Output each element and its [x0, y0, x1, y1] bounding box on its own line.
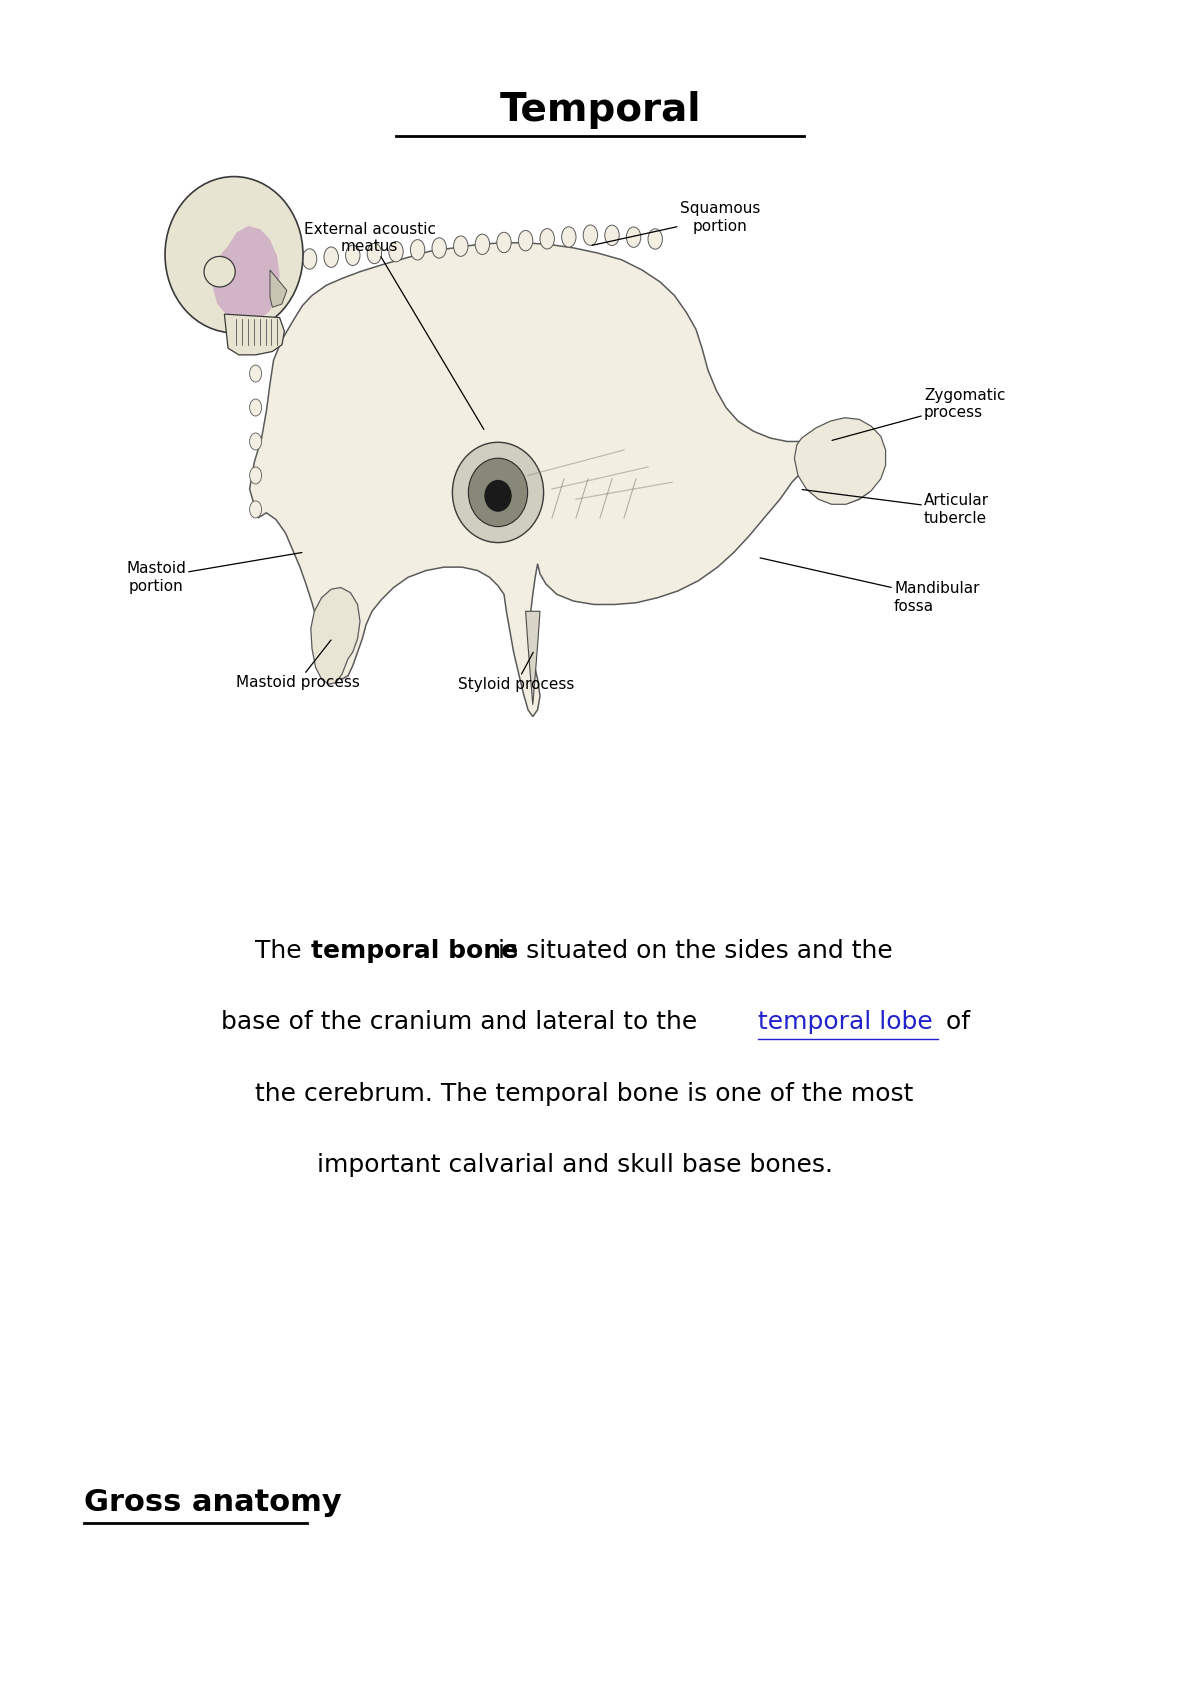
Text: is situated on the sides and the: is situated on the sides and the [490, 939, 893, 963]
Text: Squamous
portion: Squamous portion [592, 200, 760, 245]
Ellipse shape [166, 177, 302, 333]
Circle shape [250, 467, 262, 484]
Circle shape [626, 228, 641, 248]
Ellipse shape [485, 481, 511, 511]
Circle shape [250, 433, 262, 450]
Circle shape [324, 246, 338, 267]
Text: Mandibular
fossa: Mandibular fossa [760, 559, 979, 615]
Circle shape [518, 231, 533, 251]
Circle shape [302, 250, 317, 270]
Ellipse shape [468, 458, 528, 526]
Circle shape [454, 236, 468, 256]
Circle shape [281, 251, 295, 272]
Circle shape [250, 365, 262, 382]
Circle shape [583, 224, 598, 245]
Text: temporal bone: temporal bone [311, 939, 517, 963]
Text: Temporal: Temporal [499, 92, 701, 129]
Text: temporal lobe: temporal lobe [758, 1010, 934, 1034]
Circle shape [389, 241, 403, 261]
Circle shape [250, 399, 262, 416]
Circle shape [250, 501, 262, 518]
Text: Gross anatomy: Gross anatomy [84, 1487, 342, 1518]
Circle shape [475, 234, 490, 255]
Ellipse shape [452, 441, 544, 543]
Ellipse shape [204, 256, 235, 287]
Text: Zygomatic
process: Zygomatic process [832, 387, 1006, 440]
Circle shape [562, 228, 576, 248]
Text: the cerebrum. The temporal bone is one of the most: the cerebrum. The temporal bone is one o… [256, 1082, 914, 1105]
Text: Mastoid
portion: Mastoid portion [126, 552, 302, 594]
Circle shape [605, 226, 619, 246]
Polygon shape [526, 611, 540, 705]
Polygon shape [250, 243, 881, 717]
Polygon shape [224, 314, 284, 355]
Circle shape [346, 245, 360, 265]
Text: Mastoid process: Mastoid process [235, 640, 360, 689]
Polygon shape [794, 418, 886, 504]
Circle shape [497, 233, 511, 253]
Circle shape [410, 239, 425, 260]
Circle shape [432, 238, 446, 258]
Text: base of the cranium and lateral to the: base of the cranium and lateral to the [221, 1010, 706, 1034]
Circle shape [648, 229, 662, 250]
Polygon shape [270, 270, 287, 307]
Text: The: The [256, 939, 310, 963]
Circle shape [250, 331, 262, 348]
Text: of: of [937, 1010, 970, 1034]
Text: Styloid process: Styloid process [458, 652, 574, 691]
Polygon shape [212, 226, 280, 324]
Text: External acoustic
meatus: External acoustic meatus [304, 221, 484, 430]
Polygon shape [311, 588, 360, 684]
Circle shape [540, 229, 554, 250]
Circle shape [367, 243, 382, 263]
Text: important calvarial and skull base bones.: important calvarial and skull base bones… [318, 1153, 834, 1177]
Text: Articular
tubercle: Articular tubercle [802, 489, 989, 526]
